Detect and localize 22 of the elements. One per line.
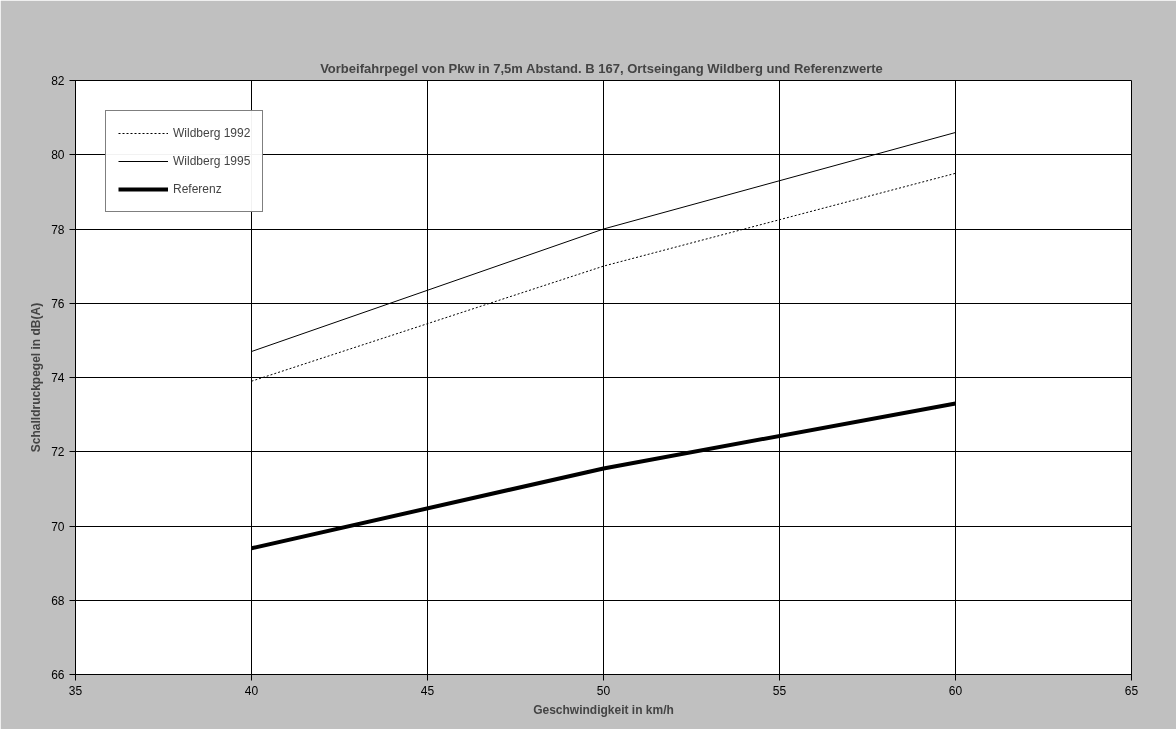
chart-title: Vorbeifahrpegel von Pkw in 7,5m Abstand. B 167, Ortseingang Wildberg und Referenzwerte bbox=[320, 60, 883, 76]
y-tick-label: 82 bbox=[51, 74, 65, 88]
x-tick-label: 60 bbox=[948, 683, 963, 698]
y-tick-label: 66 bbox=[51, 668, 65, 682]
x-tick-label: 55 bbox=[772, 683, 787, 698]
y-tick-label: 80 bbox=[51, 148, 65, 163]
legend-label: Wildberg 1992 bbox=[173, 126, 251, 140]
x-tick-label: 35 bbox=[68, 683, 83, 698]
y-axis-title: Schalldruckpegel in dB(A) bbox=[29, 302, 44, 453]
x-tick-label: 45 bbox=[420, 683, 435, 698]
x-tick-label: 65 bbox=[1124, 683, 1139, 698]
y-tick-label: 76 bbox=[51, 296, 65, 311]
x-axis-title: Geschwindigkeit in km/h bbox=[533, 702, 674, 717]
y-tick-label: 78 bbox=[51, 222, 65, 237]
x-tick-label: 40 bbox=[244, 683, 259, 698]
y-tick-label: 72 bbox=[51, 445, 65, 460]
legend-label: Wildberg 1995 bbox=[173, 154, 251, 168]
legend-label: Referenz bbox=[173, 182, 222, 196]
y-tick-label: 68 bbox=[51, 593, 65, 608]
x-tick-label: 50 bbox=[596, 683, 611, 698]
y-tick-label: 70 bbox=[51, 519, 65, 534]
y-tick-label: 74 bbox=[51, 371, 65, 385]
